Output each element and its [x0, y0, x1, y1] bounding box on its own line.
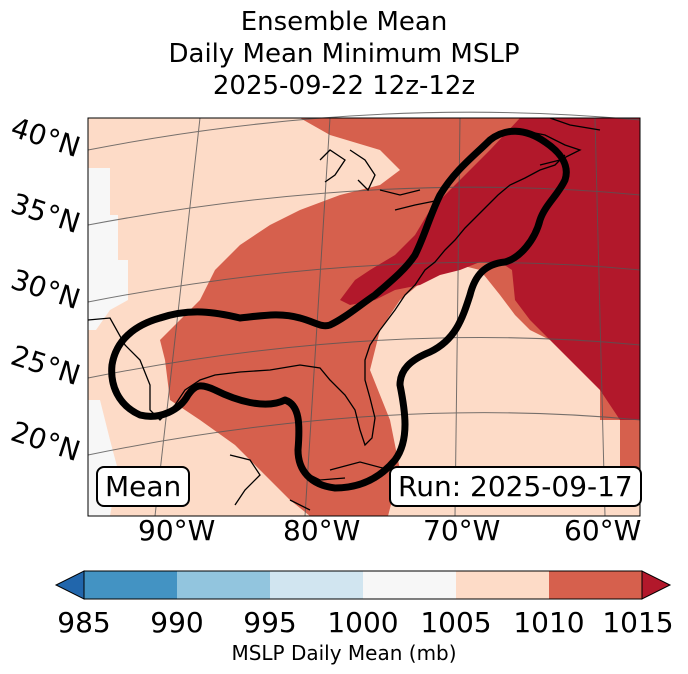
colorbar-extend-high: [641, 570, 672, 600]
colorbar-segment-995: [270, 571, 363, 599]
parallel-35: [87, 186, 641, 226]
colorbar: [54, 570, 672, 600]
mslp-contour: [108, 127, 570, 492]
colorbar-tick-1000: 1000: [327, 606, 399, 639]
lon-label-80: 80°W: [283, 514, 361, 547]
colorbar-tick-1010: 1010: [513, 606, 585, 639]
gulf-coast: [88, 317, 381, 447]
colorbar-tick-990: 990: [150, 606, 204, 639]
colorbar-extend-low: [54, 570, 85, 600]
map-frame: [87, 117, 641, 517]
parallel-40: [87, 111, 641, 151]
pressure-field-1000: [88, 168, 128, 330]
title-line-3: 2025-09-22 12z-12z: [212, 71, 476, 101]
meridian-70: [454, 117, 461, 517]
colorbar-tick-1005: 1005: [420, 606, 492, 639]
colorbar-segment-985: [84, 571, 177, 599]
parallel-30: [87, 261, 641, 303]
lon-label-70: 70°W: [423, 514, 501, 547]
colorbar-tick-995: 995: [243, 606, 297, 639]
parallel-20: [87, 412, 641, 456]
great-lakes: [319, 149, 441, 211]
colorbar-tick-1015: 1015: [602, 606, 674, 639]
title-line-1: Ensemble Mean: [240, 7, 448, 37]
lon-label-90: 90°W: [138, 514, 216, 547]
colorbar-segment-1010: [549, 571, 642, 599]
title-line-2: Daily Mean Minimum MSLP: [168, 39, 520, 69]
colorbar-segment-1005: [456, 571, 549, 599]
meridian-60: [594, 117, 606, 517]
colorbar-segment-990: [177, 571, 270, 599]
parallel-25: [87, 336, 641, 379]
pressure-field-1015: [340, 118, 640, 420]
lon-label-60: 60°W: [564, 514, 642, 547]
colorbar-frame: [83, 570, 643, 600]
atlantic-coast: [379, 154, 566, 331]
colorbar-segment-1000: [363, 571, 456, 599]
run-label-box: Run: 2025-09-17: [389, 466, 642, 507]
canada-coast: [519, 118, 601, 166]
colorbar-label: MSLP Daily Mean (mb): [231, 641, 457, 665]
colorbar-tick-985: 985: [57, 606, 111, 639]
mean-label-box: Mean: [96, 466, 191, 507]
meridian-80: [304, 117, 331, 517]
coastlines: [88, 118, 601, 511]
